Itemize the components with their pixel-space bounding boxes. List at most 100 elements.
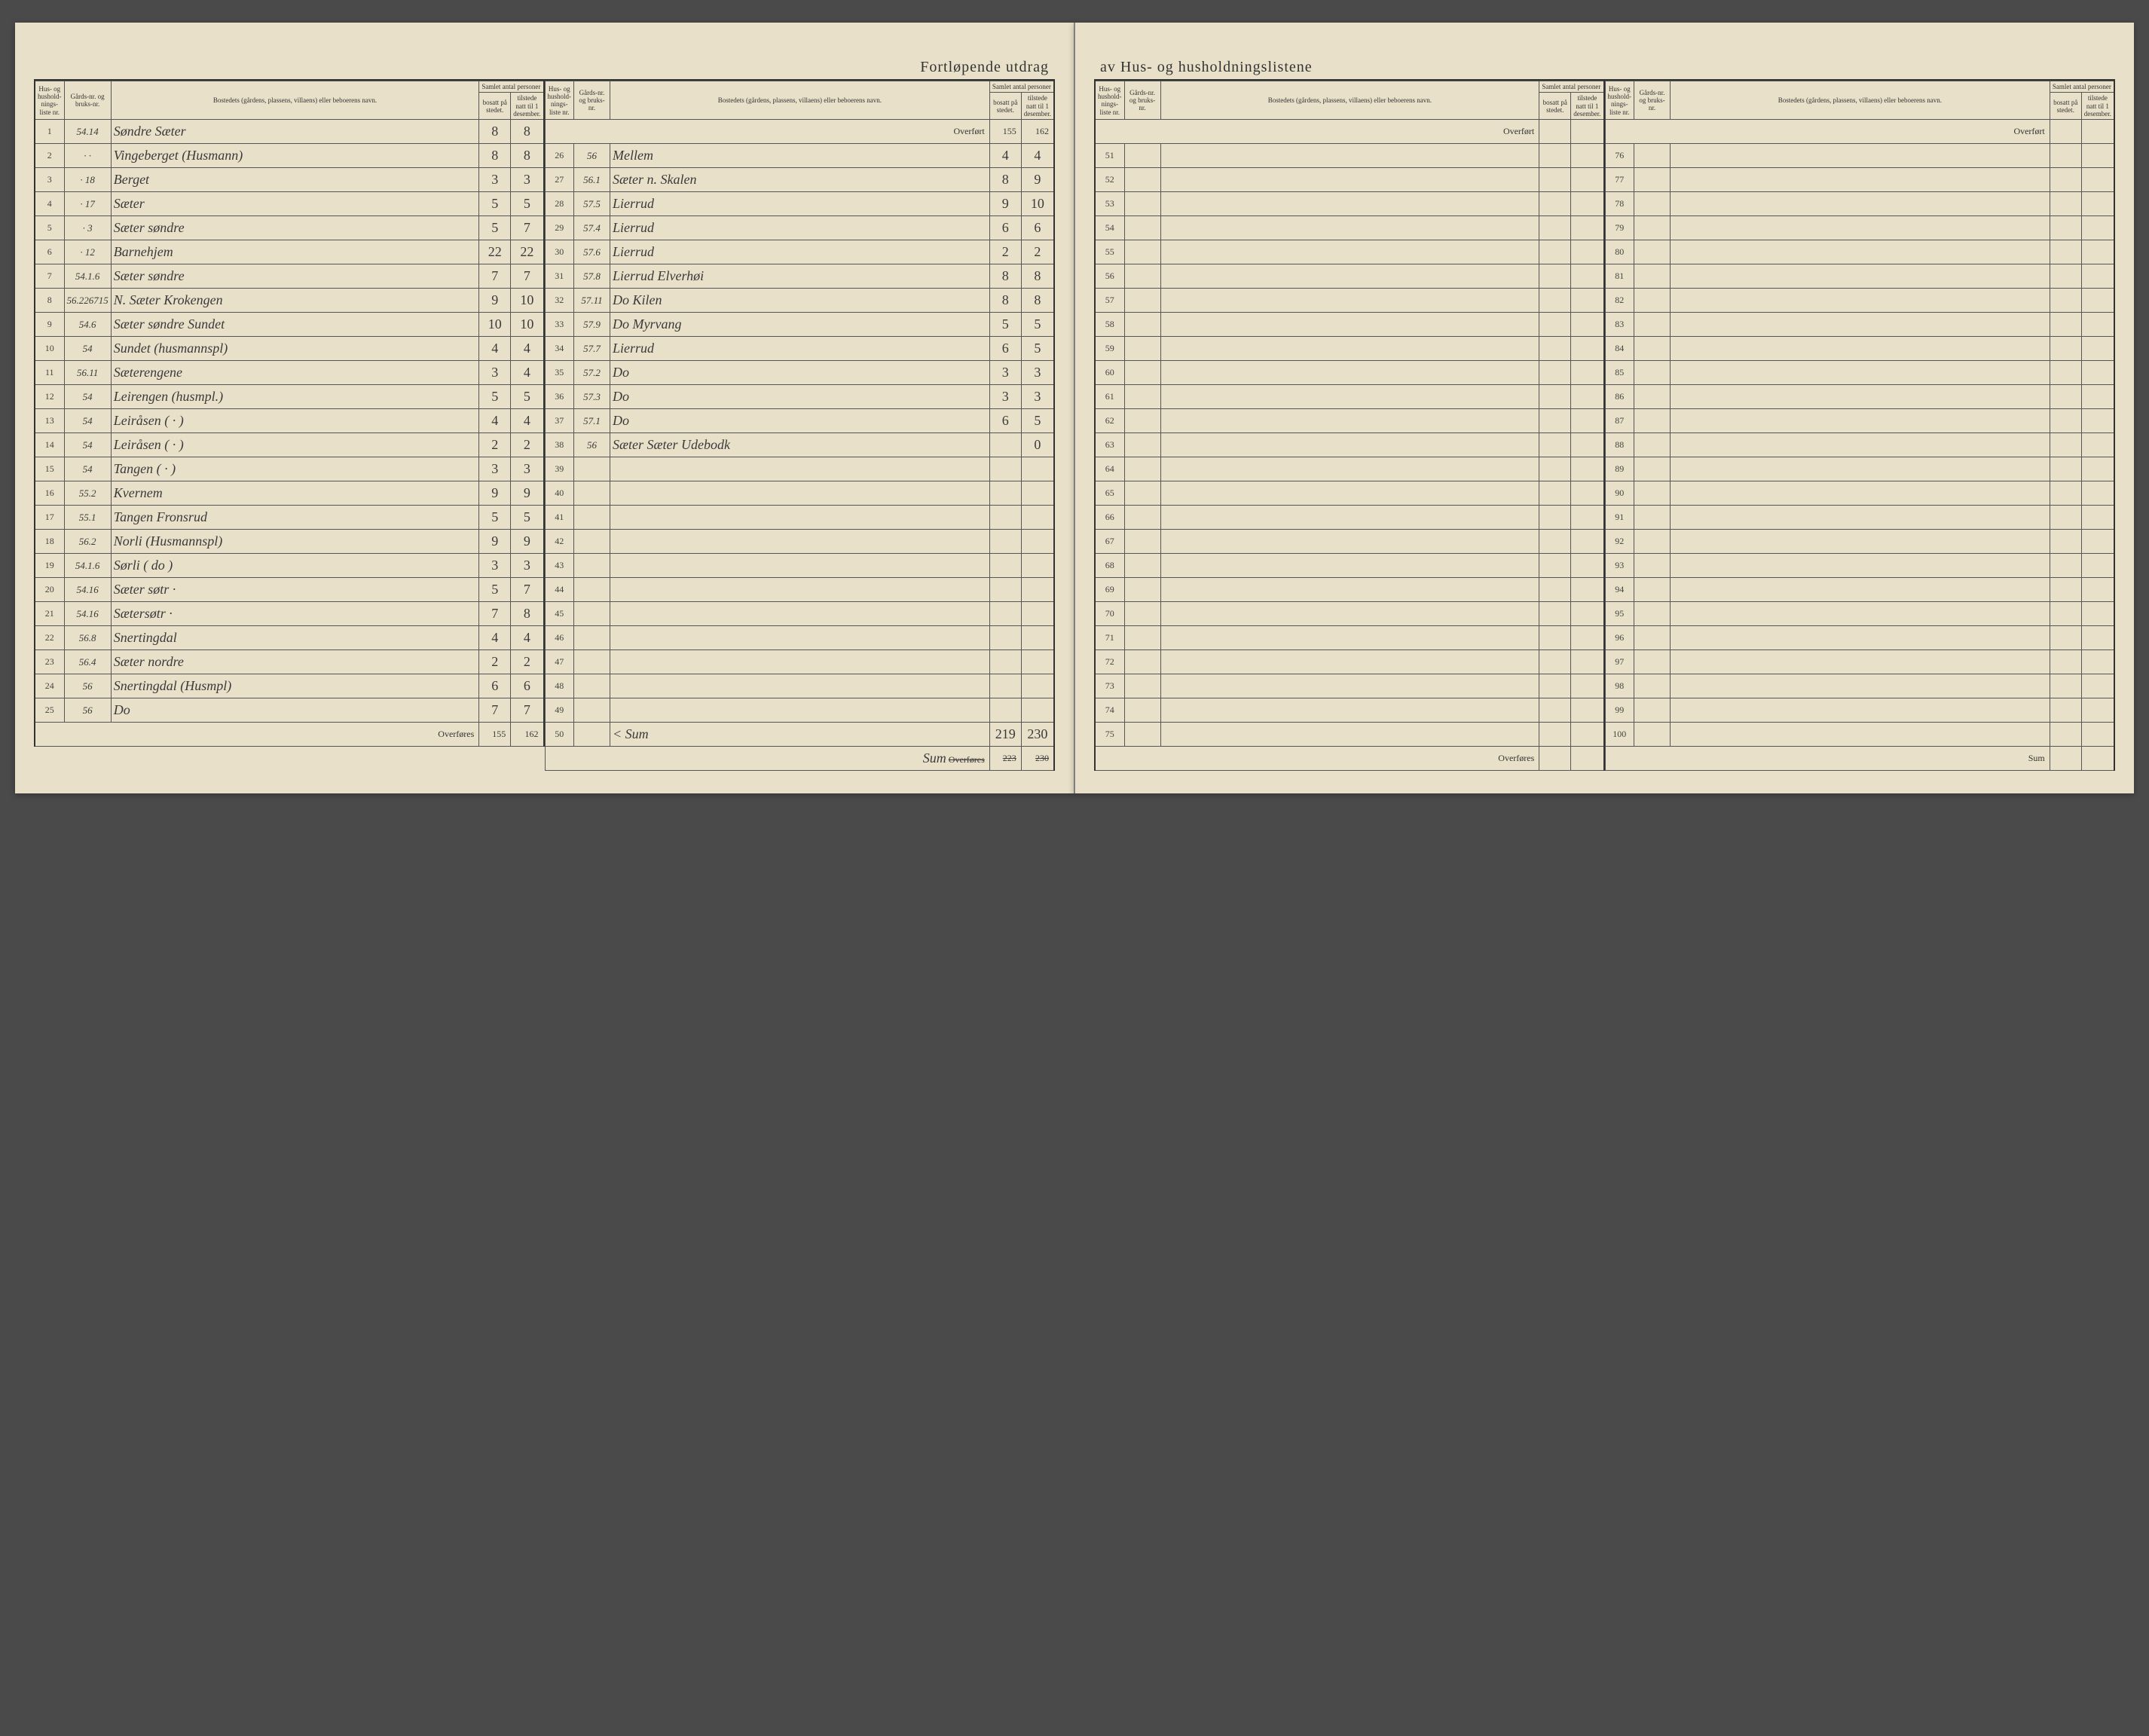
tilstede-count [1571,168,1604,192]
tilstede-count [2081,506,2114,530]
gard-nr [574,530,610,554]
table-row: 1254Leirengen (husmpl.)55 [35,385,544,409]
bosatt-count: 4 [479,626,511,650]
bosatt-count: 8 [479,144,511,168]
row-number: 21 [35,602,64,626]
bosatt-count [2050,385,2081,409]
gard-nr [1634,192,1671,216]
table-row: 57 [1095,289,1604,313]
row-number: 1 [35,120,64,144]
gard-nr: 57.9 [574,313,610,337]
table-row: 42 [545,530,1054,554]
tilstede-count [1021,530,1054,554]
row-number: 87 [1605,409,1634,433]
gard-nr: · 12 [64,240,111,264]
table-row: 2656Mellem44 [545,144,1054,168]
bosatt-count [1539,144,1571,168]
row-number: 2 [35,144,64,168]
table-row: 2456Snertingdal (Husmpl)66 [35,674,544,698]
bosatt-count: 6 [479,674,511,698]
bosted-name: Tangen ( · ) [111,457,479,481]
table-row: 50< Sum219230 [545,723,1054,747]
title-left: Fortløpende utdrag [34,53,1055,81]
gard-nr: 54 [64,409,111,433]
bosatt-count: 5 [989,313,1021,337]
table-row: 754.1.6Sæter søndre77 [35,264,544,289]
tilstede-count: 10 [1021,192,1054,216]
gard-nr: 56 [574,144,610,168]
gard-nr [1124,361,1160,385]
bosted-name [1671,602,2050,626]
table-row: 68 [1095,554,1604,578]
gard-nr: 57.8 [574,264,610,289]
tilstede-count [2081,481,2114,506]
left-panel-a: Hus- og hushold-nings-liste nr. Gårds-nr… [34,81,545,771]
tilstede-count: 3 [1021,385,1054,409]
table-row: 954.6Sæter søndre Sundet1010 [35,313,544,337]
bosted-name [1671,554,2050,578]
bosted-name: Sæter nordre [111,650,479,674]
bosatt-count: 7 [479,698,511,723]
row-number: 20 [35,578,64,602]
bosted-name [1671,409,2050,433]
bosatt-count [2050,626,2081,650]
table-row: 89 [1605,457,2114,481]
table-row: 86 [1605,385,2114,409]
bosted-name [1160,650,1539,674]
gard-nr [1634,457,1671,481]
bosted-name: Do Kilen [610,289,990,313]
gard-nr [1124,409,1160,433]
bosatt-count [1539,530,1571,554]
gard-nr [1124,554,1160,578]
tilstede-count [1021,481,1054,506]
gard-nr: 56.1 [574,168,610,192]
tilstede-count [2081,216,2114,240]
table-row: 70 [1095,602,1604,626]
bosatt-count: 5 [479,216,511,240]
table-right-b: Hus- og hushold-nings-liste nr. Gårds-nr… [1605,81,2116,771]
bosted-name [1160,674,1539,698]
footer-la-b: 155 [479,723,511,747]
tilstede-count: 5 [511,385,544,409]
row-number: 60 [1095,361,1124,385]
gard-nr: 55.1 [64,506,111,530]
bosted-name [1671,385,2050,409]
left-page: Fortløpende utdrag Hus- og hushold-nings… [15,23,1074,793]
tilstede-count: 8 [511,602,544,626]
table-row: 80 [1605,240,2114,264]
tilstede-count [1571,264,1604,289]
bosted-name [1160,168,1539,192]
table-row: 44 [545,578,1054,602]
row-number: 62 [1095,409,1124,433]
bosted-name [1160,698,1539,723]
tilstede-count: 5 [1021,313,1054,337]
table-row: 93 [1605,554,2114,578]
bosted-name: Leiråsen ( · ) [111,409,479,433]
row-number: 42 [545,530,574,554]
row-number: 49 [545,698,574,723]
gard-nr: 56 [64,698,111,723]
bosatt-count [2050,602,2081,626]
tilstede-count [1571,554,1604,578]
table-row: 6· 12Barnehjem2222 [35,240,544,264]
bosted-name [1671,506,2050,530]
hdr-gard: Gårds-nr. og bruks-nr. [1634,81,1671,120]
bosted-name [1671,723,2050,747]
gard-nr [1124,698,1160,723]
bosted-name: Snertingdal (Husmpl) [111,674,479,698]
gard-nr: 54 [64,385,111,409]
bosted-name [1160,723,1539,747]
table-row: 84 [1605,337,2114,361]
bosted-name [1671,481,2050,506]
row-number: 37 [545,409,574,433]
row-number: 29 [545,216,574,240]
bosatt-count: 4 [479,409,511,433]
bosatt-count: 5 [479,192,511,216]
bosatt-count: 8 [989,289,1021,313]
bosatt-count: 9 [989,192,1021,216]
bosted-name [1160,289,1539,313]
tilstede-count [2081,554,2114,578]
bosted-name [1160,433,1539,457]
row-number: 88 [1605,433,1634,457]
row-number: 96 [1605,626,1634,650]
